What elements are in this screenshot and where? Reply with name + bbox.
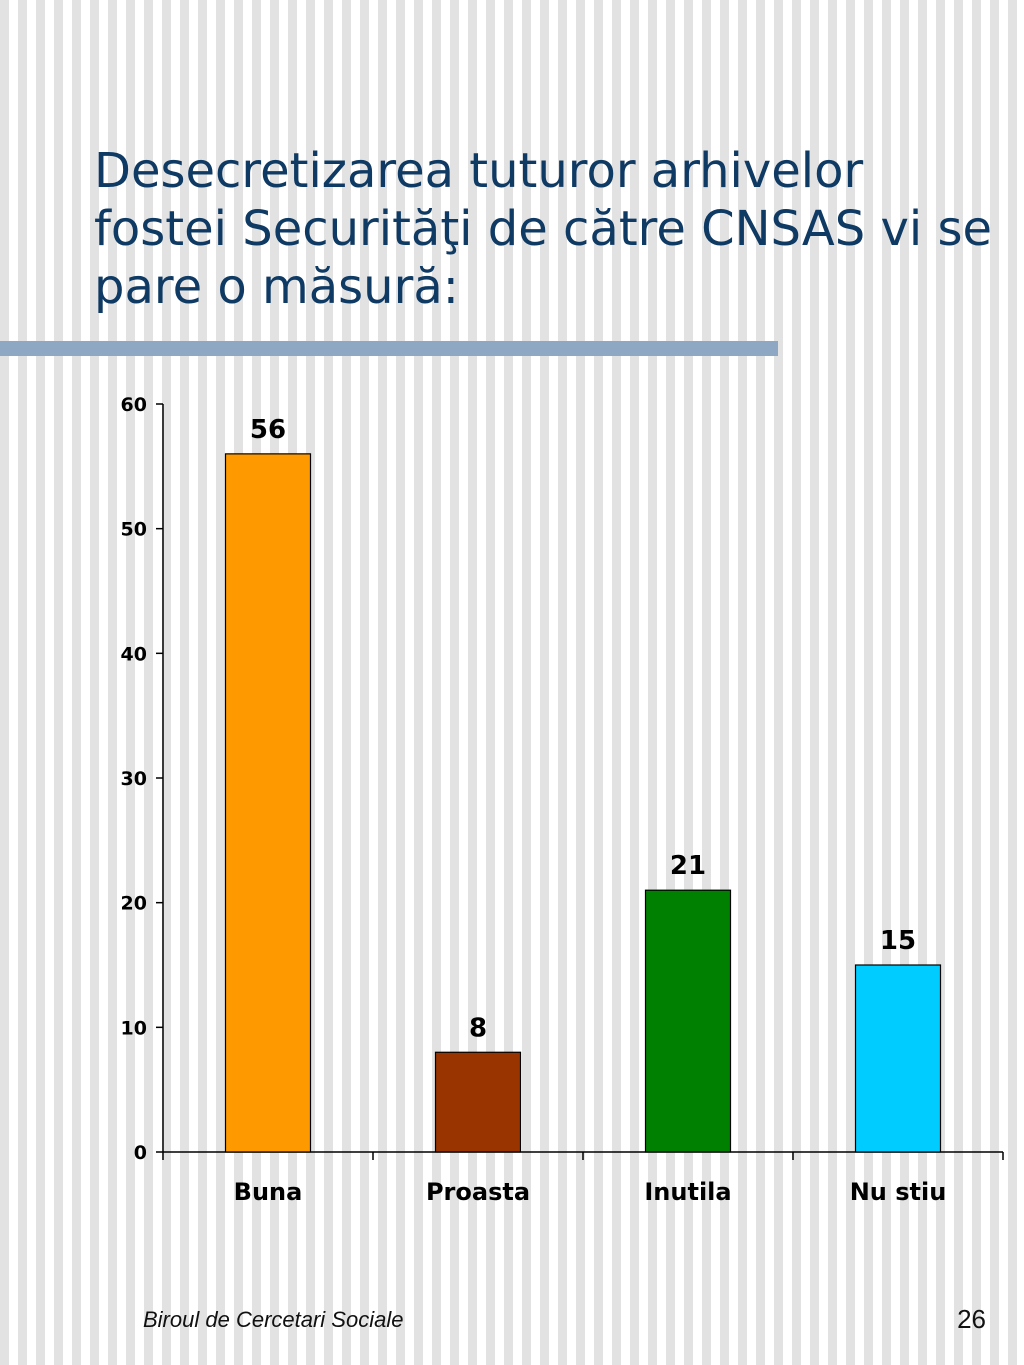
data-label: 15: [880, 926, 916, 956]
background-stripe: [774, 0, 783, 1365]
background-stripe: [810, 0, 819, 1365]
background-stripe: [882, 0, 891, 1365]
slide-title: Desecretizarea tuturor arhivelor fostei …: [94, 143, 992, 315]
background-stripe: [36, 0, 45, 1365]
background-stripe: [846, 0, 855, 1365]
background-stripe: [576, 0, 585, 1365]
background-stripe: [90, 0, 99, 1365]
background-stripe: [342, 0, 351, 1365]
background-stripe: [162, 0, 171, 1365]
background-stripe: [522, 0, 531, 1365]
background-stripe: [720, 0, 729, 1365]
background-stripe: [72, 0, 81, 1365]
background-stripe: [468, 0, 477, 1365]
background-stripe: [1008, 0, 1017, 1365]
x-category-label: Inutila: [644, 1178, 731, 1206]
y-tick-label: 40: [121, 643, 147, 665]
data-label: 56: [250, 415, 286, 445]
x-category-label: Buna: [234, 1178, 303, 1206]
background-stripe: [108, 0, 117, 1365]
background-stripe: [972, 0, 981, 1365]
data-label: 21: [670, 851, 706, 881]
bar-proasta: [434, 1051, 522, 1153]
bar-nu-stiu: [854, 964, 942, 1153]
page-number: 26: [957, 1304, 986, 1334]
background-stripe: [792, 0, 801, 1365]
background-stripe: [684, 0, 693, 1365]
background-stripe: [918, 0, 927, 1365]
x-category-label: Proasta: [426, 1178, 530, 1206]
background-stripe: [828, 0, 837, 1365]
background-stripe: [612, 0, 621, 1365]
background-stripe: [486, 0, 495, 1365]
background-stripe: [18, 0, 27, 1365]
background-stripe: [558, 0, 567, 1365]
background-stripe: [702, 0, 711, 1365]
background-stripe: [756, 0, 765, 1365]
background-stripe: [432, 0, 441, 1365]
background-stripe: [594, 0, 603, 1365]
background-stripe: [630, 0, 639, 1365]
background-stripe: [864, 0, 873, 1365]
background-stripe: [504, 0, 513, 1365]
background-stripe: [126, 0, 135, 1365]
background-stripe: [54, 0, 63, 1365]
background-stripe: [540, 0, 549, 1365]
background-stripe: [216, 0, 225, 1365]
background-stripe: [738, 0, 747, 1365]
footer-organization: Biroul de Cercetari Sociale: [143, 1307, 404, 1332]
background-stripe: [0, 0, 9, 1365]
background-stripe: [990, 0, 999, 1365]
background-stripe: [954, 0, 963, 1365]
background-stripe: [450, 0, 459, 1365]
background-stripe: [396, 0, 405, 1365]
bar-chart: 0 10 20 30 40 50 60 56 Buna 8 Proasta 21 Inutila 15 Nu…: [121, 394, 1004, 1206]
background-stripe: [936, 0, 945, 1365]
background-stripe: [144, 0, 153, 1365]
background-stripe: [180, 0, 189, 1365]
background-stripe: [666, 0, 675, 1365]
background-stripe: [900, 0, 909, 1365]
y-tick-label: 50: [121, 519, 147, 541]
y-tick-label: 0: [134, 1142, 147, 1164]
background-stripe: [198, 0, 207, 1365]
background-stripe: [648, 0, 657, 1365]
y-tick-label: 30: [121, 768, 147, 790]
bar-inutila: [644, 889, 732, 1153]
y-tick-label: 10: [121, 1017, 147, 1039]
title-underline-bar: [0, 341, 778, 356]
background-stripe: [414, 0, 423, 1365]
background-stripe: [324, 0, 333, 1365]
background-stripe: [360, 0, 369, 1365]
bar-buna: [224, 453, 312, 1153]
data-label: 8: [469, 1013, 487, 1043]
y-tick-label: 60: [121, 394, 147, 416]
background-stripe: [378, 0, 387, 1365]
x-category-label: Nu stiu: [850, 1178, 947, 1206]
y-tick-label: 20: [121, 893, 147, 915]
